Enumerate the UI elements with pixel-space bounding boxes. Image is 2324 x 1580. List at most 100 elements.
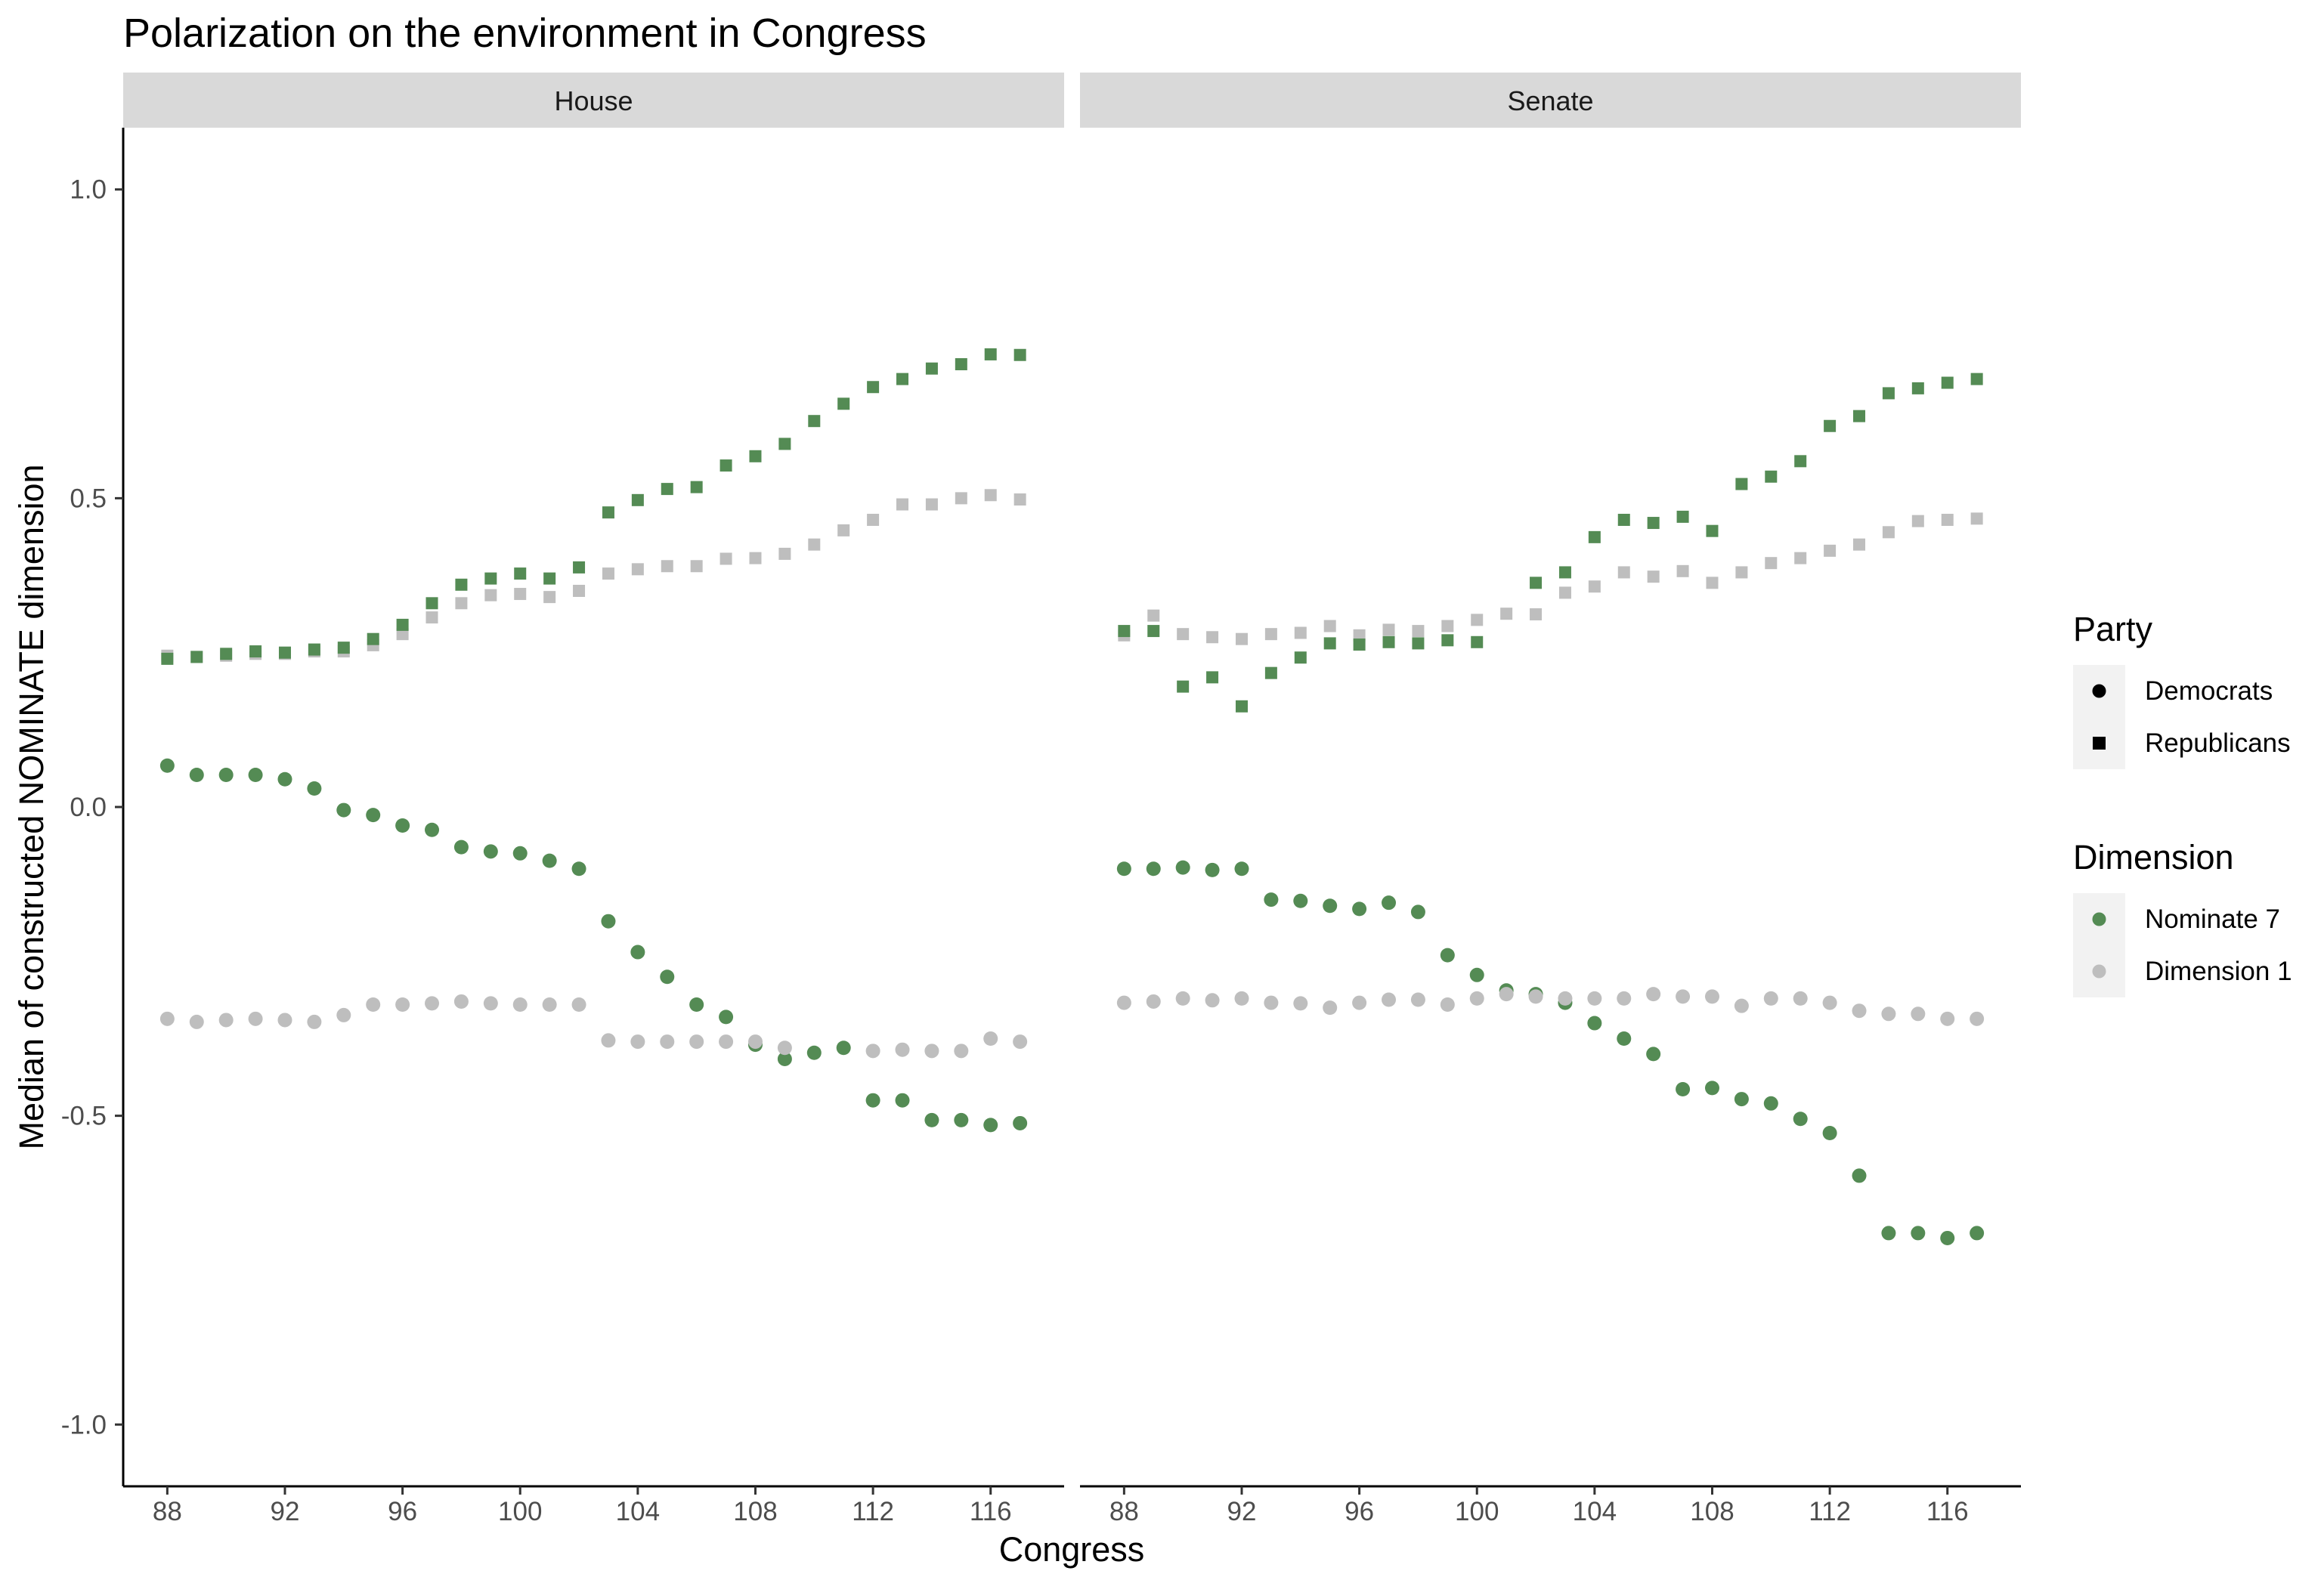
point-house-democrats-nominate-7: [395, 818, 410, 833]
point-house-democrats-nominate-7: [836, 1040, 851, 1056]
x-tick-label: 108: [733, 1497, 777, 1526]
point-house-republicans-dimension-1: [455, 597, 468, 610]
point-senate-republicans-dimension-1: [1412, 625, 1425, 638]
point-house-republicans-dimension-1: [484, 589, 497, 601]
point-house-republicans-nominate-7: [543, 572, 556, 585]
point-senate-republicans-dimension-1: [1794, 552, 1807, 564]
point-house-democrats-nominate-7: [366, 808, 381, 823]
point-senate-republicans-nominate-7: [1530, 577, 1543, 589]
point-senate-democrats-nominate-7: [1116, 861, 1131, 877]
point-house-democrats-nominate-7: [189, 768, 204, 783]
point-house-republicans-dimension-1: [749, 552, 762, 564]
point-senate-republicans-dimension-1: [1294, 626, 1307, 639]
point-senate-democrats-nominate-7: [1676, 1081, 1691, 1096]
point-senate-democrats-dimension-1: [1793, 991, 1808, 1006]
point-senate-republicans-dimension-1: [1824, 544, 1837, 557]
point-senate-republicans-dimension-1: [1647, 570, 1660, 583]
point-house-democrats-nominate-7: [719, 1010, 734, 1025]
point-senate-democrats-dimension-1: [1852, 1003, 1867, 1019]
point-house-republicans-nominate-7: [425, 597, 438, 610]
point-senate-democrats-dimension-1: [1499, 987, 1514, 1002]
point-house-republicans-nominate-7: [514, 567, 527, 580]
point-house-democrats-nominate-7: [453, 839, 469, 855]
point-house-republicans-dimension-1: [925, 498, 938, 511]
point-house-democrats-nominate-7: [218, 768, 234, 783]
point-senate-republicans-nominate-7: [1824, 419, 1837, 432]
point-house-democrats-dimension-1: [425, 996, 440, 1011]
point-senate-republicans-dimension-1: [1323, 620, 1336, 632]
point-house-republicans-nominate-7: [484, 572, 497, 585]
point-house-democrats-nominate-7: [307, 781, 322, 796]
point-senate-republicans-nominate-7: [1147, 625, 1160, 638]
y-axis-title: Median of constructed NOMINATE dimension: [12, 464, 51, 1149]
point-senate-republicans-nominate-7: [1941, 376, 1954, 389]
point-senate-republicans-nominate-7: [1235, 700, 1248, 713]
point-house-republicans-dimension-1: [514, 588, 527, 601]
point-senate-democrats-nominate-7: [1587, 1016, 1602, 1031]
point-house-democrats-dimension-1: [542, 997, 557, 1013]
point-house-republicans-nominate-7: [661, 483, 673, 496]
point-house-democrats-nominate-7: [512, 846, 528, 861]
point-house-democrats-dimension-1: [483, 996, 498, 1011]
point-senate-republicans-nominate-7: [1647, 517, 1660, 530]
point-senate-republicans-dimension-1: [1147, 609, 1160, 622]
point-house-democrats-dimension-1: [189, 1014, 204, 1029]
point-senate-republicans-dimension-1: [1206, 631, 1219, 644]
point-senate-democrats-dimension-1: [1352, 995, 1367, 1010]
point-senate-republicans-nominate-7: [1617, 513, 1630, 526]
point-senate-democrats-nominate-7: [1323, 898, 1338, 914]
point-house-democrats-dimension-1: [336, 1007, 351, 1022]
point-senate-democrats-nominate-7: [1205, 862, 1220, 877]
point-senate-democrats-dimension-1: [1587, 991, 1602, 1006]
point-house-republicans-nominate-7: [220, 648, 233, 660]
point-senate-democrats-dimension-1: [1175, 991, 1190, 1006]
point-house-republicans-nominate-7: [455, 578, 468, 591]
point-senate-republicans-nominate-7: [1794, 455, 1807, 468]
point-senate-republicans-nominate-7: [1558, 566, 1571, 579]
point-senate-republicans-dimension-1: [1471, 614, 1484, 626]
point-senate-republicans-dimension-1: [1558, 586, 1571, 599]
point-house-republicans-nominate-7: [631, 493, 644, 506]
point-house-democrats-dimension-1: [719, 1034, 734, 1050]
point-house-democrats-nominate-7: [983, 1118, 998, 1133]
point-senate-democrats-dimension-1: [1704, 989, 1719, 1004]
point-senate-republicans-nominate-7: [1588, 530, 1601, 543]
point-senate-democrats-nominate-7: [1264, 892, 1279, 907]
point-house-democrats-nominate-7: [924, 1112, 939, 1127]
point-senate-republicans-dimension-1: [1706, 577, 1719, 589]
point-house-republicans-nominate-7: [837, 397, 850, 410]
point-senate-democrats-nominate-7: [1940, 1230, 1955, 1245]
point-senate-republicans-dimension-1: [1382, 623, 1395, 636]
point-house-republicans-nominate-7: [896, 373, 909, 385]
point-senate-republicans-nominate-7: [1882, 387, 1895, 400]
strip-label-senate: Senate: [1507, 85, 1593, 116]
point-senate-republicans-nominate-7: [1471, 635, 1484, 648]
point-senate-democrats-dimension-1: [1293, 996, 1308, 1011]
point-house-republicans-nominate-7: [278, 646, 291, 659]
point-senate-republicans-nominate-7: [1853, 410, 1866, 422]
point-house-democrats-dimension-1: [954, 1044, 969, 1059]
point-senate-republicans-dimension-1: [1765, 557, 1778, 570]
panel-senate: Senate 88 92 96 100 104 108 112 116: [1080, 73, 2021, 1526]
point-senate-democrats-nominate-7: [1175, 860, 1190, 875]
point-house-republicans-nominate-7: [367, 632, 379, 645]
point-house-republicans-nominate-7: [161, 652, 174, 665]
point-senate-democrats-dimension-1: [1323, 1000, 1338, 1016]
point-house-democrats-nominate-7: [571, 861, 586, 877]
point-house-republicans-dimension-1: [778, 547, 791, 560]
point-senate-democrats-nominate-7: [1469, 967, 1484, 982]
point-senate-democrats-dimension-1: [1558, 991, 1573, 1006]
point-senate-republicans-nominate-7: [1353, 638, 1366, 651]
point-senate-republicans-nominate-7: [1735, 478, 1748, 490]
points-senate: [1116, 373, 1985, 1245]
point-house-republicans-nominate-7: [602, 506, 614, 519]
point-senate-republicans-dimension-1: [1853, 538, 1866, 551]
point-house-democrats-dimension-1: [689, 1034, 704, 1050]
point-senate-democrats-dimension-1: [1676, 989, 1691, 1004]
point-house-democrats-dimension-1: [747, 1034, 763, 1050]
point-senate-democrats-dimension-1: [1528, 989, 1543, 1004]
point-house-democrats-dimension-1: [630, 1034, 645, 1050]
point-senate-democrats-dimension-1: [1763, 991, 1778, 1006]
point-house-republicans-nominate-7: [984, 348, 997, 360]
point-senate-democrats-dimension-1: [1617, 991, 1632, 1006]
